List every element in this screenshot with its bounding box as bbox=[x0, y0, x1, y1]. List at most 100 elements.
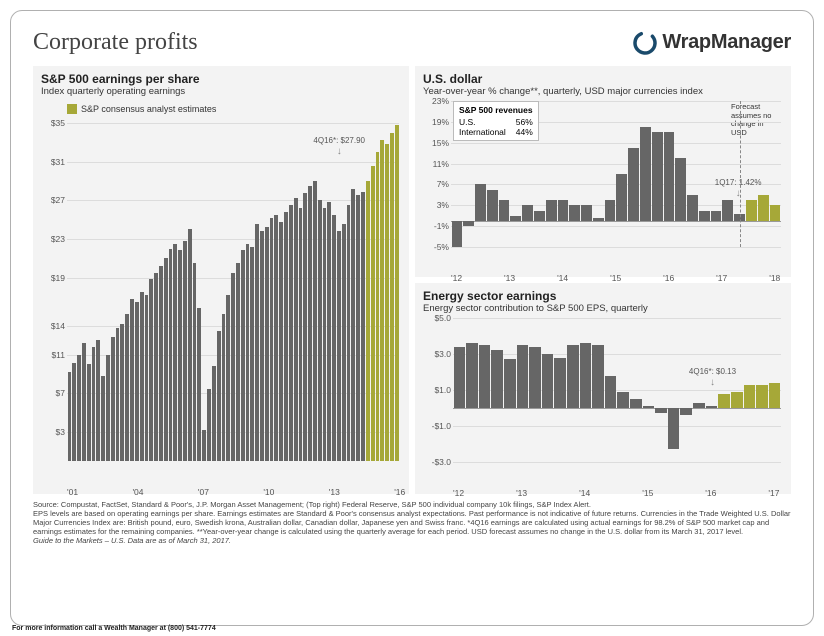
chart-bar bbox=[605, 376, 617, 408]
chart-bar bbox=[241, 250, 245, 461]
chart-bar bbox=[652, 132, 663, 221]
chart-bar bbox=[454, 347, 466, 408]
chart-bar bbox=[342, 224, 346, 461]
chart-bar bbox=[356, 195, 360, 461]
chart-bar bbox=[504, 359, 516, 408]
chart-bar bbox=[270, 218, 274, 461]
chart-bar bbox=[371, 166, 375, 461]
chart-bar bbox=[347, 205, 351, 461]
chart-bar bbox=[664, 132, 675, 221]
chart-bar bbox=[376, 152, 380, 461]
chart-bar bbox=[616, 174, 627, 221]
chart-bar bbox=[279, 222, 283, 461]
chart-bar bbox=[265, 227, 269, 461]
contact-text: For more information call a Wealth Manag… bbox=[12, 625, 216, 632]
chart-bar bbox=[337, 231, 341, 461]
chart-bar bbox=[592, 345, 604, 408]
eps-subtitle: Index quarterly operating earnings bbox=[41, 86, 401, 97]
usd-chart-area: S&P 500 revenues U.S.56% International44… bbox=[423, 101, 783, 261]
page-title: Corporate profits bbox=[33, 29, 198, 56]
chart-bar bbox=[327, 202, 331, 461]
chart-bar bbox=[72, 363, 76, 461]
chart-bar bbox=[289, 205, 293, 461]
chart-bar bbox=[640, 127, 651, 221]
chart-bar bbox=[699, 211, 710, 221]
chart-bar bbox=[522, 205, 533, 221]
eps-chart-area: $35$31$27$23$19$14$11$7$3 4Q16*: $27.90 … bbox=[41, 123, 401, 475]
chart-bar bbox=[68, 372, 72, 461]
chart-bar bbox=[655, 408, 667, 413]
chart-bar bbox=[106, 355, 110, 461]
chart-bar bbox=[318, 200, 322, 461]
chart-bar bbox=[567, 345, 579, 408]
revenue-table: S&P 500 revenues U.S.56% International44… bbox=[453, 101, 539, 141]
eps-legend: S&P consensus analyst estimates bbox=[67, 104, 216, 114]
chart-bar bbox=[164, 258, 168, 461]
chart-bar bbox=[534, 211, 545, 221]
chart-bar bbox=[546, 200, 557, 221]
chart-bar bbox=[718, 394, 730, 408]
chart-bar bbox=[169, 249, 173, 461]
chart-bar bbox=[380, 140, 384, 461]
chart-bar bbox=[452, 221, 463, 247]
chart-bar bbox=[197, 308, 201, 461]
chart-bar bbox=[554, 358, 566, 408]
chart-bar bbox=[188, 229, 192, 461]
chart-bar bbox=[246, 244, 250, 461]
chart-bar bbox=[744, 385, 756, 408]
chart-bar bbox=[226, 295, 230, 461]
chart-bar bbox=[680, 408, 692, 415]
chart-bar bbox=[125, 314, 129, 461]
chart-bar bbox=[617, 392, 629, 408]
chart-bar bbox=[255, 224, 259, 461]
chart-bar bbox=[130, 299, 134, 461]
chart-bar bbox=[313, 181, 317, 461]
usd-panel: U.S. dollar Year-over-year % change**, q… bbox=[415, 66, 791, 277]
chart-bar bbox=[643, 406, 655, 408]
chart-bar bbox=[693, 403, 705, 408]
chart-bar bbox=[385, 144, 389, 461]
chart-bar bbox=[351, 189, 355, 461]
eps-callout: 4Q16*: $27.90 ↓ bbox=[313, 137, 365, 157]
chart-bar bbox=[499, 200, 510, 221]
chart-bar bbox=[580, 343, 592, 408]
chart-bar bbox=[145, 295, 149, 461]
chart-bar bbox=[154, 273, 158, 461]
chart-bar bbox=[770, 205, 781, 221]
chart-bar bbox=[628, 148, 639, 221]
chart-bar bbox=[96, 340, 100, 461]
usd-subtitle: Year-over-year % change**, quarterly, US… bbox=[423, 86, 783, 97]
chart-bar bbox=[87, 364, 91, 461]
chart-bar bbox=[630, 399, 642, 408]
chart-bar bbox=[731, 392, 743, 408]
chart-bar bbox=[207, 389, 211, 461]
usd-title: U.S. dollar bbox=[423, 72, 783, 86]
chart-bar bbox=[593, 218, 604, 221]
chart-bar bbox=[605, 200, 616, 221]
chart-bar bbox=[722, 200, 733, 221]
chart-bar bbox=[77, 355, 81, 461]
chart-bar bbox=[231, 273, 235, 461]
chart-bar bbox=[193, 263, 197, 461]
eps-panel: S&P 500 earnings per share Index quarter… bbox=[33, 66, 409, 494]
energy-title: Energy sector earnings bbox=[423, 289, 783, 303]
chart-bar bbox=[475, 184, 486, 221]
chart-bar bbox=[668, 408, 680, 449]
chart-bar bbox=[323, 208, 327, 461]
chart-bar bbox=[390, 133, 394, 461]
chart-bar bbox=[173, 244, 177, 461]
chart-bar bbox=[202, 430, 206, 461]
chart-bar bbox=[542, 354, 554, 408]
chart-bar bbox=[687, 195, 698, 221]
chart-bar bbox=[746, 200, 757, 221]
chart-bar bbox=[332, 215, 336, 461]
chart-bar bbox=[299, 208, 303, 461]
chart-bar bbox=[675, 158, 686, 221]
logo-text: WrapManager bbox=[662, 31, 791, 54]
chart-bar bbox=[756, 385, 768, 408]
energy-callout: 4Q16*: $0.13 ↓ bbox=[689, 368, 736, 388]
chart-bar bbox=[479, 345, 491, 408]
chart-bar bbox=[149, 279, 153, 461]
chart-bar bbox=[706, 406, 718, 408]
chart-bar bbox=[395, 125, 399, 461]
